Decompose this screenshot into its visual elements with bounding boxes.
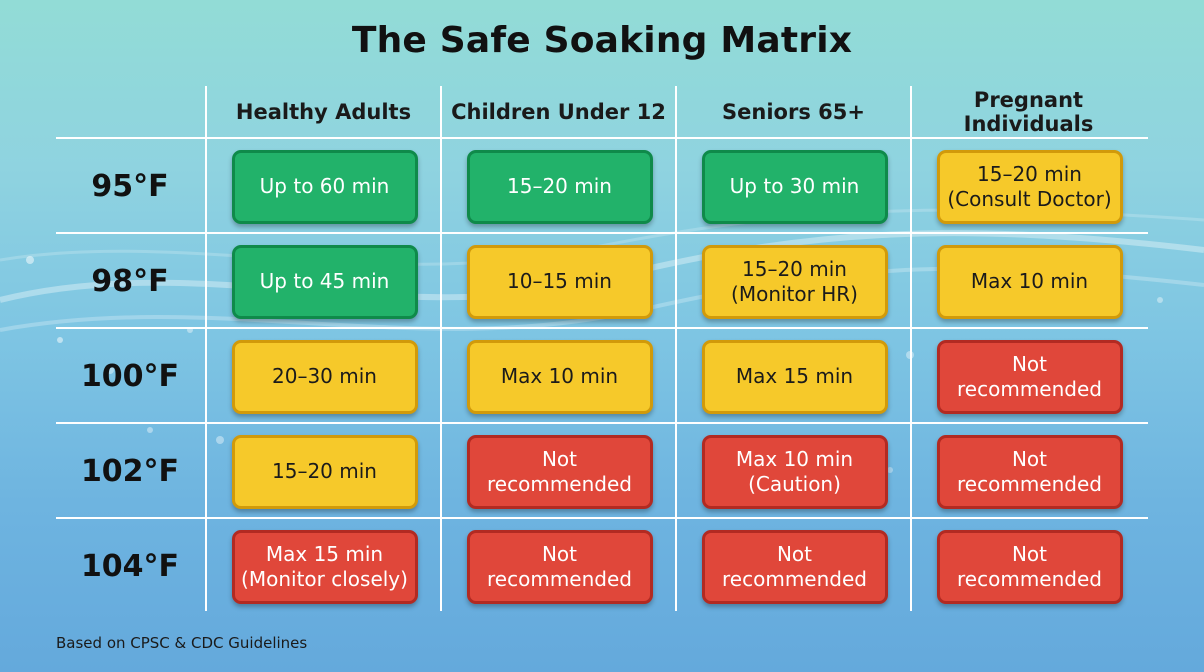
row-header-102-f: 102°F <box>80 454 180 489</box>
source-footnote: Based on CPSC & CDC Guidelines <box>56 634 308 652</box>
matrix-cell-text: Max 10 min <box>500 364 619 388</box>
matrix-cell: Not recommended <box>466 434 653 509</box>
row-header-98-f: 98°F <box>91 264 169 299</box>
matrix-cell-text: recommended <box>957 471 1102 496</box>
grid-line <box>205 86 207 611</box>
matrix-cell: Max 10 min <box>936 244 1123 319</box>
matrix-cell-text: Not <box>1011 446 1048 471</box>
matrix-cell-text: recommended <box>487 471 632 496</box>
page-title: The Safe Soaking Matrix <box>351 20 853 61</box>
matrix-cell: Not recommended <box>701 529 888 604</box>
matrix-cell-text: Up to 30 min <box>729 174 860 198</box>
matrix-cell-text: Not <box>541 541 578 566</box>
matrix-cell-text: 15–20 min <box>272 459 377 483</box>
matrix-cell: Max 10 min <box>466 339 653 414</box>
matrix-cell-text: recommended <box>722 566 867 591</box>
matrix-cell-text: 15–20 min <box>507 174 612 198</box>
grid-line <box>675 86 677 611</box>
matrix-cell-text: (Caution) <box>748 471 841 496</box>
row-header-104-f: 104°F <box>80 549 180 584</box>
matrix-cell-text: Max 10 min <box>970 269 1089 293</box>
matrix-cell-text: 15–20 min <box>742 256 847 281</box>
matrix-cell: 15–20 min <box>231 434 418 509</box>
grid-line <box>56 327 1148 329</box>
matrix-cell: Up to 60 min <box>231 149 418 224</box>
matrix-cell: Not recommended <box>936 339 1123 414</box>
matrix-cell: Max 15 min <box>701 339 888 414</box>
matrix-cell-text: (Consult Doctor) <box>947 186 1112 211</box>
matrix-cell: 15–20 min (Consult Doctor) <box>936 149 1123 224</box>
matrix-cell-text: Not <box>776 541 813 566</box>
grid-line <box>910 86 912 611</box>
matrix-cell-text: Up to 60 min <box>259 174 390 198</box>
grid-line <box>56 517 1148 519</box>
matrix-cell: 10–15 min <box>466 244 653 319</box>
matrix-cell-text: Max 15 min <box>265 541 384 566</box>
column-header-children-under-12: Children Under 12 <box>451 100 666 124</box>
grid-line <box>56 422 1148 424</box>
matrix-cell-text: Not <box>541 446 578 471</box>
matrix-cell-text: 15–20 min <box>977 161 1082 186</box>
matrix-cell-text: Up to 45 min <box>259 269 390 293</box>
row-header-95-f: 95°F <box>91 169 169 204</box>
matrix-cell-text: recommended <box>957 376 1102 401</box>
matrix-cell-text: recommended <box>487 566 632 591</box>
column-header-healthy-adults: Healthy Adults <box>235 100 412 124</box>
grid-line <box>440 86 442 611</box>
matrix-cell-text: Max 10 min <box>735 446 854 471</box>
matrix-cell-text: recommended <box>957 566 1102 591</box>
matrix-cell-text: Not <box>1011 351 1048 376</box>
matrix-cell: Max 15 min (Monitor closely) <box>231 529 418 604</box>
matrix-cell: Not recommended <box>466 529 653 604</box>
matrix-cell-text: 20–30 min <box>272 364 377 388</box>
grid-line <box>56 137 1148 139</box>
column-header-seniors-65: Seniors 65+ <box>722 100 865 124</box>
matrix-cell: Max 10 min (Caution) <box>701 434 888 509</box>
matrix-cell: Not recommended <box>936 434 1123 509</box>
matrix-cell-text: 10–15 min <box>507 269 612 293</box>
matrix-cell: Up to 45 min <box>231 244 418 319</box>
matrix-cell: 20–30 min <box>231 339 418 414</box>
matrix-cell-text: Not <box>1011 541 1048 566</box>
matrix-cell: 15–20 min (Monitor HR) <box>701 244 888 319</box>
column-header-pregnant-individuals: Pregnant Individuals <box>963 88 1094 136</box>
matrix-cell-text: (Monitor closely) <box>241 566 408 591</box>
row-header-100-f: 100°F <box>80 359 180 394</box>
matrix-cell: Not recommended <box>936 529 1123 604</box>
matrix-cell-text: Max 15 min <box>735 364 854 388</box>
matrix-cell: 15–20 min <box>466 149 653 224</box>
grid-line <box>56 232 1148 234</box>
matrix-cell-text: (Monitor HR) <box>731 281 858 306</box>
matrix-cell: Up to 30 min <box>701 149 888 224</box>
